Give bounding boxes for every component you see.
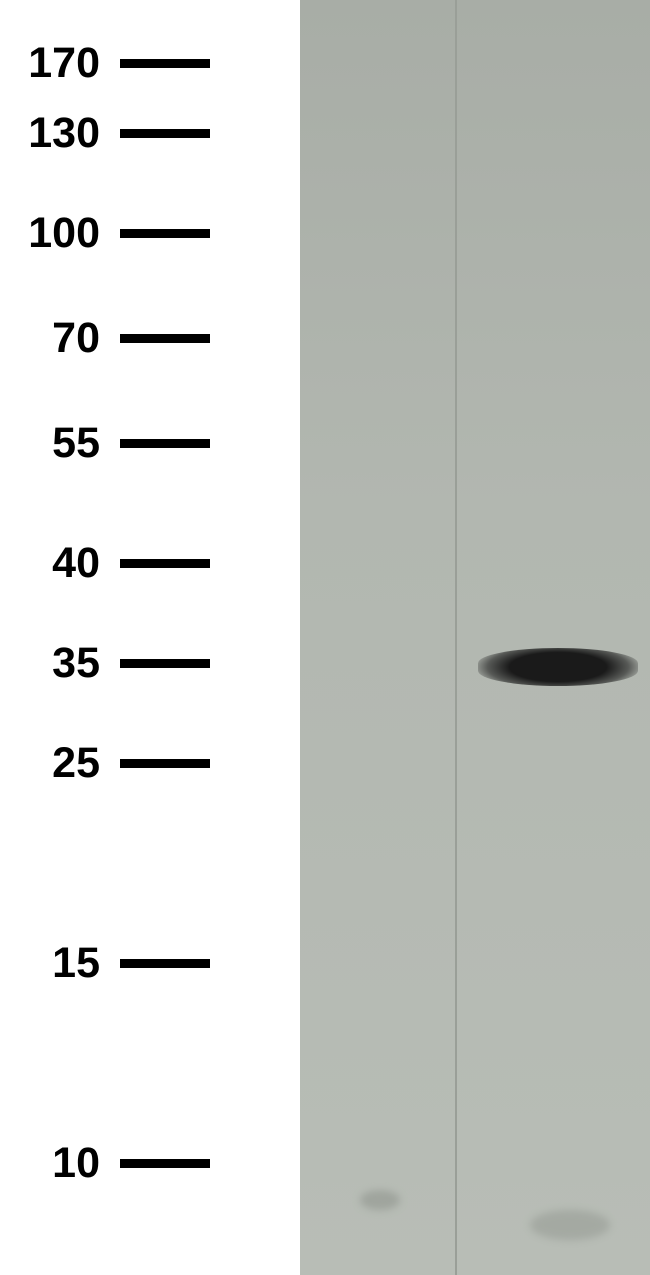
marker-tick <box>120 229 210 238</box>
marker-tick <box>120 959 210 968</box>
marker-label: 35 <box>0 639 120 688</box>
marker-tick <box>120 439 210 448</box>
marker-row: 130 <box>0 109 300 158</box>
marker-label: 170 <box>0 39 120 88</box>
marker-label: 100 <box>0 209 120 258</box>
marker-label: 10 <box>0 1139 120 1188</box>
western-blot-membrane <box>300 0 650 1275</box>
marker-label: 55 <box>0 419 120 468</box>
marker-row: 25 <box>0 739 300 788</box>
marker-label: 25 <box>0 739 120 788</box>
lane-divider <box>455 0 457 1275</box>
blot-smudge <box>360 1190 400 1210</box>
marker-row: 35 <box>0 639 300 688</box>
marker-label: 40 <box>0 539 120 588</box>
marker-label: 130 <box>0 109 120 158</box>
marker-row: 170 <box>0 39 300 88</box>
marker-tick <box>120 1159 210 1168</box>
marker-tick <box>120 659 210 668</box>
marker-tick <box>120 334 210 343</box>
marker-row: 100 <box>0 209 300 258</box>
marker-tick <box>120 759 210 768</box>
marker-tick <box>120 559 210 568</box>
marker-row: 70 <box>0 314 300 363</box>
marker-row: 40 <box>0 539 300 588</box>
marker-row: 10 <box>0 1139 300 1188</box>
marker-label: 15 <box>0 939 120 988</box>
blot-smudge <box>530 1210 610 1240</box>
blot-background <box>300 0 650 1275</box>
protein-band <box>478 648 638 686</box>
molecular-weight-ladder: 170 130 100 70 55 40 35 25 15 10 <box>0 0 300 1275</box>
marker-tick <box>120 129 210 138</box>
marker-label: 70 <box>0 314 120 363</box>
marker-row: 15 <box>0 939 300 988</box>
marker-tick <box>120 59 210 68</box>
marker-row: 55 <box>0 419 300 468</box>
